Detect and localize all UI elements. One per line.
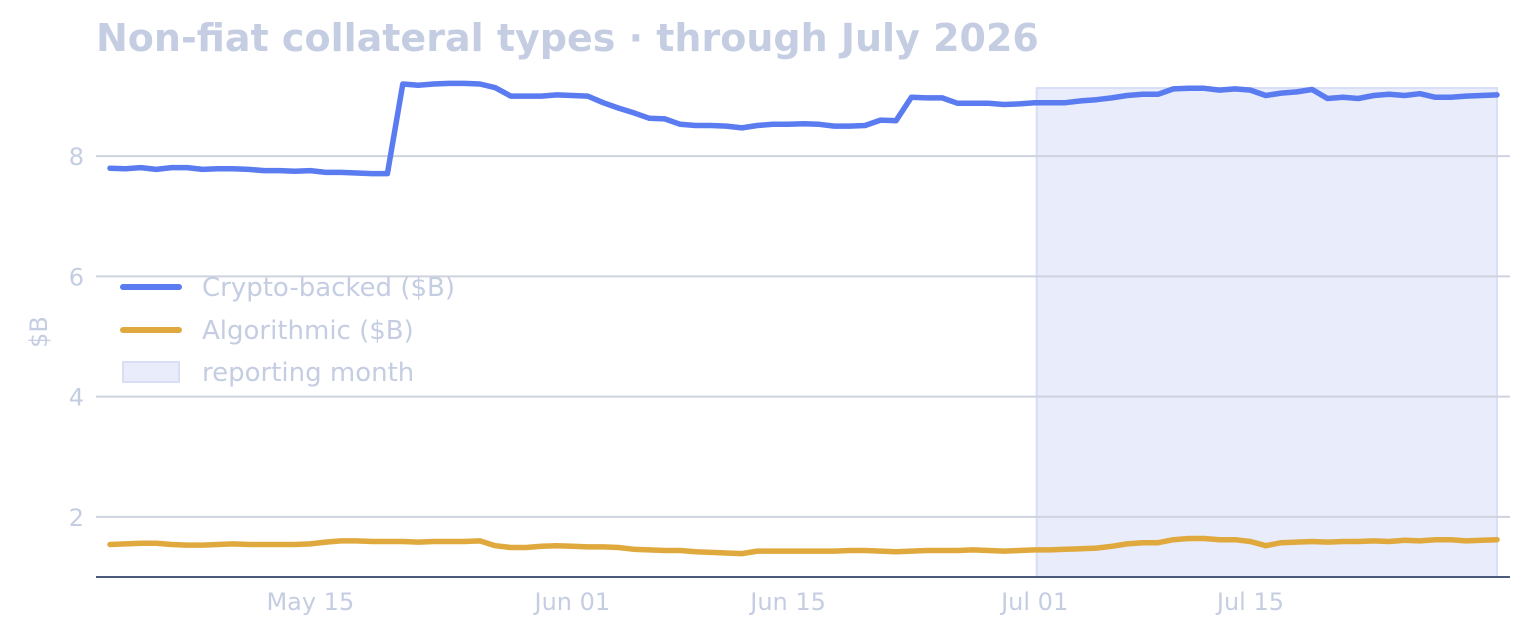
legend-label: Algorithmic ($B) <box>202 316 414 346</box>
shaded-region-reporting-month <box>1035 87 1498 578</box>
series-line-1 <box>107 535 1500 557</box>
x-tick-label: Jul 15 <box>1215 588 1284 616</box>
series-layer <box>107 80 1500 557</box>
chart-title: Non-fiat collateral types · through July… <box>96 16 1039 60</box>
y-tick-label: 2 <box>69 504 84 532</box>
x-tick-label: May 15 <box>266 588 354 616</box>
shade-layer <box>1035 87 1498 578</box>
x-tick-label: Jul 01 <box>999 588 1068 616</box>
y-axis-title: $B <box>25 316 53 348</box>
y-tick-label: 4 <box>69 384 84 412</box>
grid-layer <box>96 155 1510 518</box>
x-tick-label: Jun 15 <box>748 588 826 616</box>
legend-swatch-shaded <box>122 361 180 383</box>
y-tick-label: 8 <box>69 143 84 171</box>
y-tick-label: 6 <box>69 263 84 291</box>
legend-label: reporting month <box>202 358 414 388</box>
series-line-0 <box>107 80 1500 177</box>
legend-label: Crypto-backed ($B) <box>202 273 455 303</box>
legend: Crypto-backed ($B) Algorithmic ($B) report… <box>120 273 455 388</box>
axis-layer: 2 4 6 8 May 15 Jun 01 Jun 15 Jul 01 Jul 15 $B <box>25 143 1510 616</box>
x-tick-label: Jun 01 <box>532 588 610 616</box>
